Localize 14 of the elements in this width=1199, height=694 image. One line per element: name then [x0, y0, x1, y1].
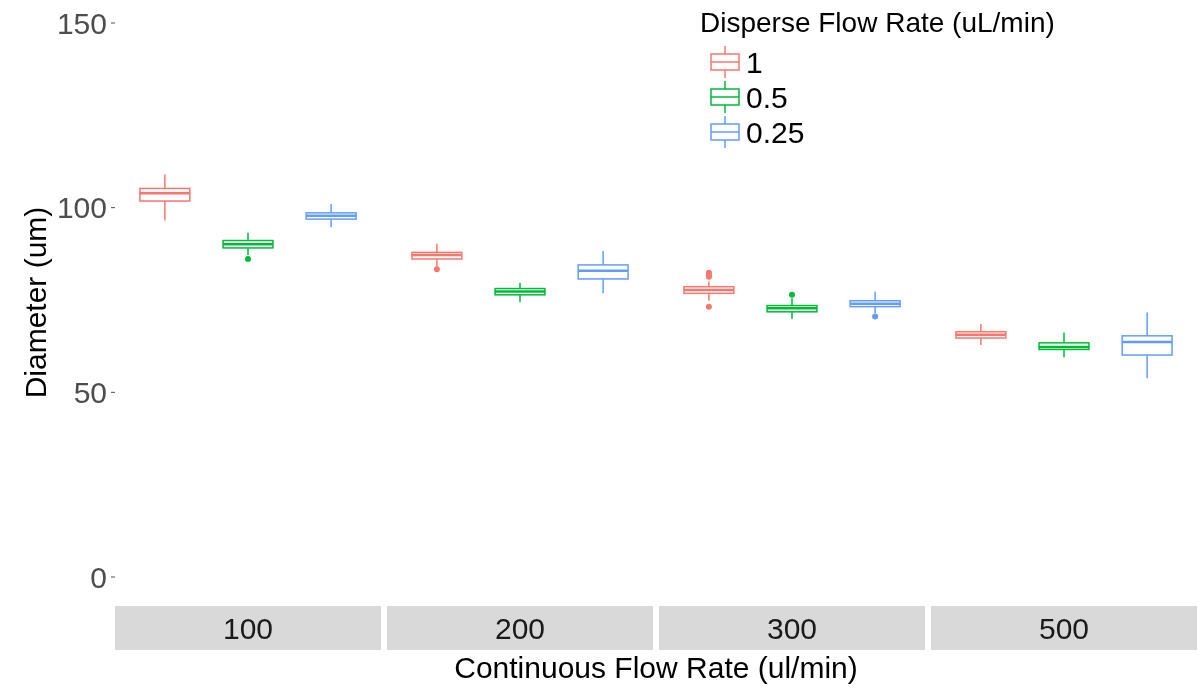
legend-title: Disperse Flow Rate (uL/min)	[700, 7, 1055, 38]
x-axis-title: Continuous Flow Rate (ul/min)	[454, 651, 858, 684]
x-tick-label: 100	[222, 611, 274, 645]
x-tick-label: 500	[1038, 611, 1090, 645]
y-tick-label: 50	[73, 375, 107, 409]
y-axis-title: Diameter (um)	[19, 206, 52, 399]
x-tick-label: 300	[766, 611, 818, 645]
legend-label: 0.5	[746, 80, 788, 114]
x-tick-label: 200	[494, 611, 546, 645]
y-tick-label: 100	[56, 191, 107, 225]
legend-label: 1	[746, 45, 763, 79]
y-tick-label: 150	[56, 6, 107, 40]
y-tick-label: 0	[90, 560, 107, 594]
legend-label: 0.25	[746, 115, 805, 149]
